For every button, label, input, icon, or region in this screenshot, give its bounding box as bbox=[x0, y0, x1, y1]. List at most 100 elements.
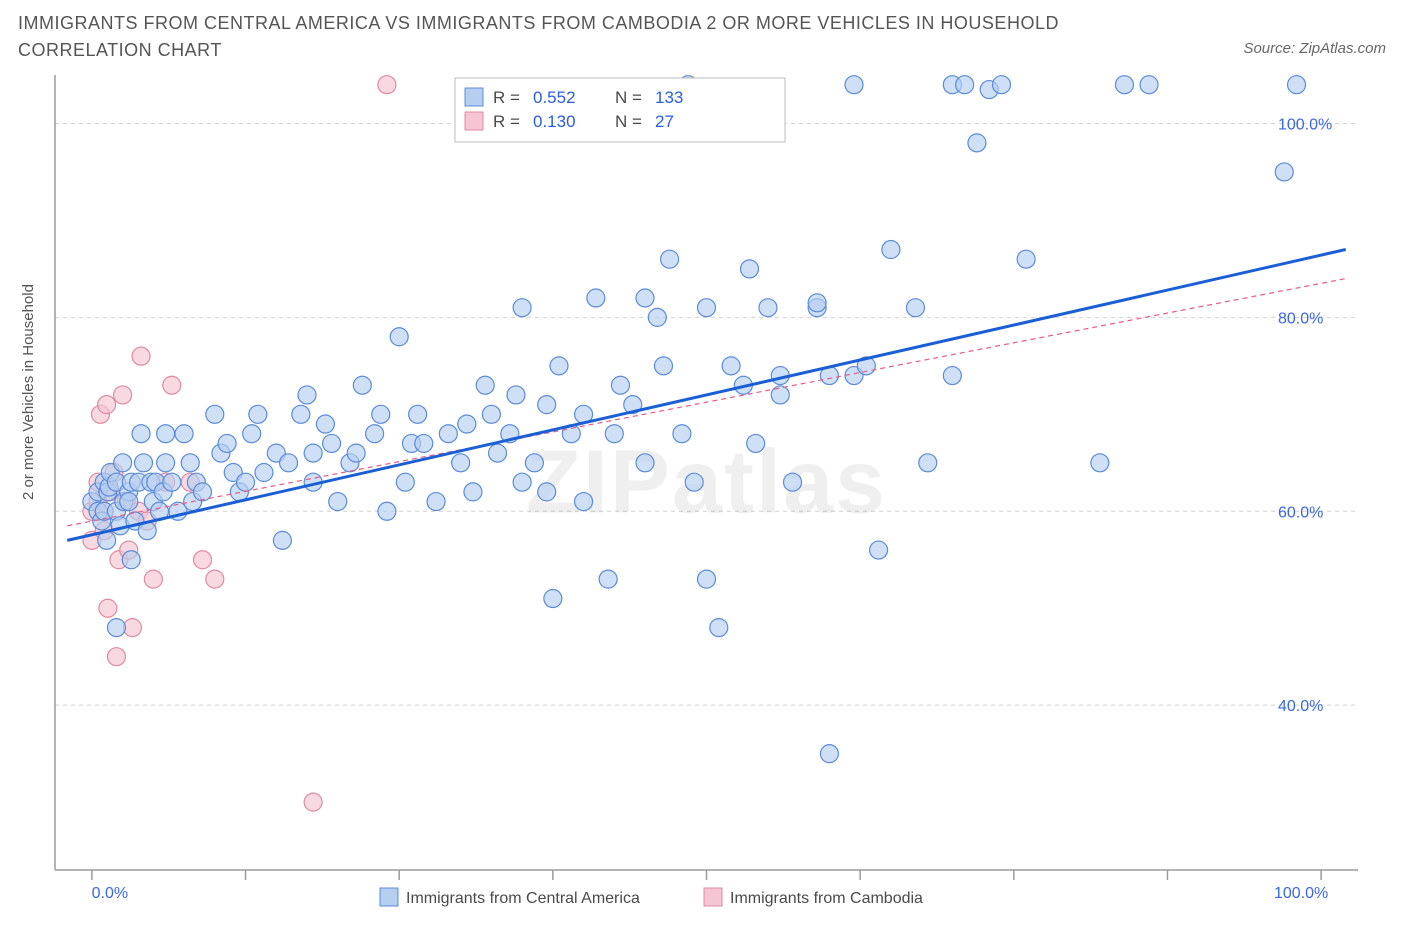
legend-r-label: R = bbox=[493, 88, 520, 107]
scatter-point bbox=[132, 347, 150, 365]
scatter-point bbox=[316, 415, 334, 433]
y-tick-label: 60.0% bbox=[1278, 504, 1323, 521]
scatter-point bbox=[329, 493, 347, 511]
scatter-point bbox=[943, 367, 961, 385]
scatter-point bbox=[550, 357, 568, 375]
scatter-point bbox=[464, 483, 482, 501]
scatter-point bbox=[538, 483, 556, 501]
scatter-point bbox=[237, 473, 255, 491]
scatter-point bbox=[323, 434, 341, 452]
scatter-point bbox=[956, 76, 974, 94]
scatter-point bbox=[673, 425, 691, 443]
scatter-point bbox=[99, 599, 117, 617]
scatter-point bbox=[114, 454, 132, 472]
scatter-point bbox=[123, 619, 141, 637]
legend-swatch bbox=[704, 888, 722, 906]
scatter-point bbox=[1115, 76, 1133, 94]
scatter-point bbox=[255, 464, 273, 482]
scatter-point bbox=[919, 454, 937, 472]
scatter-point bbox=[870, 541, 888, 559]
y-tick-label: 40.0% bbox=[1278, 698, 1323, 715]
y-tick-label: 80.0% bbox=[1278, 310, 1323, 327]
scatter-point bbox=[157, 425, 175, 443]
scatter-point bbox=[390, 328, 408, 346]
scatter-point bbox=[513, 473, 531, 491]
scatter-point bbox=[648, 308, 666, 326]
scatter-point bbox=[759, 299, 777, 317]
watermark: ZIPatlas bbox=[526, 433, 887, 533]
scatter-point bbox=[206, 570, 224, 588]
scatter-point bbox=[605, 425, 623, 443]
scatter-point bbox=[968, 134, 986, 152]
scatter-point bbox=[218, 434, 236, 452]
legend-swatch bbox=[465, 88, 483, 106]
scatter-point bbox=[722, 357, 740, 375]
scatter-point bbox=[396, 473, 414, 491]
scatter-point bbox=[206, 405, 224, 423]
legend-r-label: R = bbox=[493, 112, 520, 131]
scatter-point bbox=[636, 454, 654, 472]
scatter-point bbox=[1275, 163, 1293, 181]
scatter-point bbox=[698, 299, 716, 317]
scatter-point bbox=[372, 405, 390, 423]
scatter-point bbox=[741, 260, 759, 278]
scatter-point bbox=[163, 473, 181, 491]
scatter-point bbox=[353, 376, 371, 394]
scatter-point bbox=[243, 425, 261, 443]
scatter-point bbox=[575, 493, 593, 511]
scatter-point bbox=[482, 405, 500, 423]
scatter-point bbox=[599, 570, 617, 588]
scatter-point bbox=[611, 376, 629, 394]
scatter-point bbox=[157, 454, 175, 472]
scatter-point bbox=[993, 76, 1011, 94]
scatter-point bbox=[513, 299, 531, 317]
x-tick-label: 100.0% bbox=[1274, 885, 1328, 902]
scatter-point bbox=[654, 357, 672, 375]
scatter-point bbox=[132, 425, 150, 443]
scatter-point bbox=[698, 570, 716, 588]
scatter-point bbox=[1091, 454, 1109, 472]
scatter-point bbox=[808, 294, 826, 312]
scatter-point bbox=[175, 425, 193, 443]
scatter-point bbox=[1017, 250, 1035, 268]
scatter-point bbox=[587, 289, 605, 307]
scatter-point bbox=[661, 250, 679, 268]
scatter-point bbox=[181, 454, 199, 472]
scatter-point bbox=[347, 444, 365, 462]
scatter-point bbox=[636, 289, 654, 307]
scatter-point bbox=[409, 405, 427, 423]
scatter-point bbox=[525, 454, 543, 472]
scatter-point bbox=[538, 396, 556, 414]
scatter-point bbox=[685, 473, 703, 491]
scatter-point bbox=[144, 570, 162, 588]
legend-r-value: 0.552 bbox=[533, 88, 576, 107]
scatter-point bbox=[458, 415, 476, 433]
scatter-point bbox=[882, 241, 900, 259]
scatter-point bbox=[366, 425, 384, 443]
legend-swatch bbox=[465, 112, 483, 130]
scatter-point bbox=[304, 444, 322, 462]
scatter-point bbox=[476, 376, 494, 394]
scatter-point bbox=[163, 376, 181, 394]
scatter-point bbox=[489, 444, 507, 462]
scatter-point bbox=[544, 590, 562, 608]
scatter-point bbox=[452, 454, 470, 472]
scatter-point bbox=[771, 386, 789, 404]
scatter-point bbox=[906, 299, 924, 317]
legend-n-value: 133 bbox=[655, 88, 683, 107]
scatter-point bbox=[120, 493, 138, 511]
scatter-point bbox=[439, 425, 457, 443]
legend-r-value: 0.130 bbox=[533, 112, 576, 131]
y-tick-label: 100.0% bbox=[1278, 116, 1332, 133]
scatter-point bbox=[122, 551, 140, 569]
scatter-point bbox=[1288, 76, 1306, 94]
scatter-point bbox=[1140, 76, 1158, 94]
scatter-point bbox=[507, 386, 525, 404]
scatter-point bbox=[845, 76, 863, 94]
scatter-point bbox=[710, 619, 728, 637]
legend-n-value: 27 bbox=[655, 112, 674, 131]
scatter-point bbox=[298, 386, 316, 404]
scatter-point bbox=[273, 531, 291, 549]
scatter-point bbox=[378, 76, 396, 94]
scatter-point bbox=[378, 502, 396, 520]
